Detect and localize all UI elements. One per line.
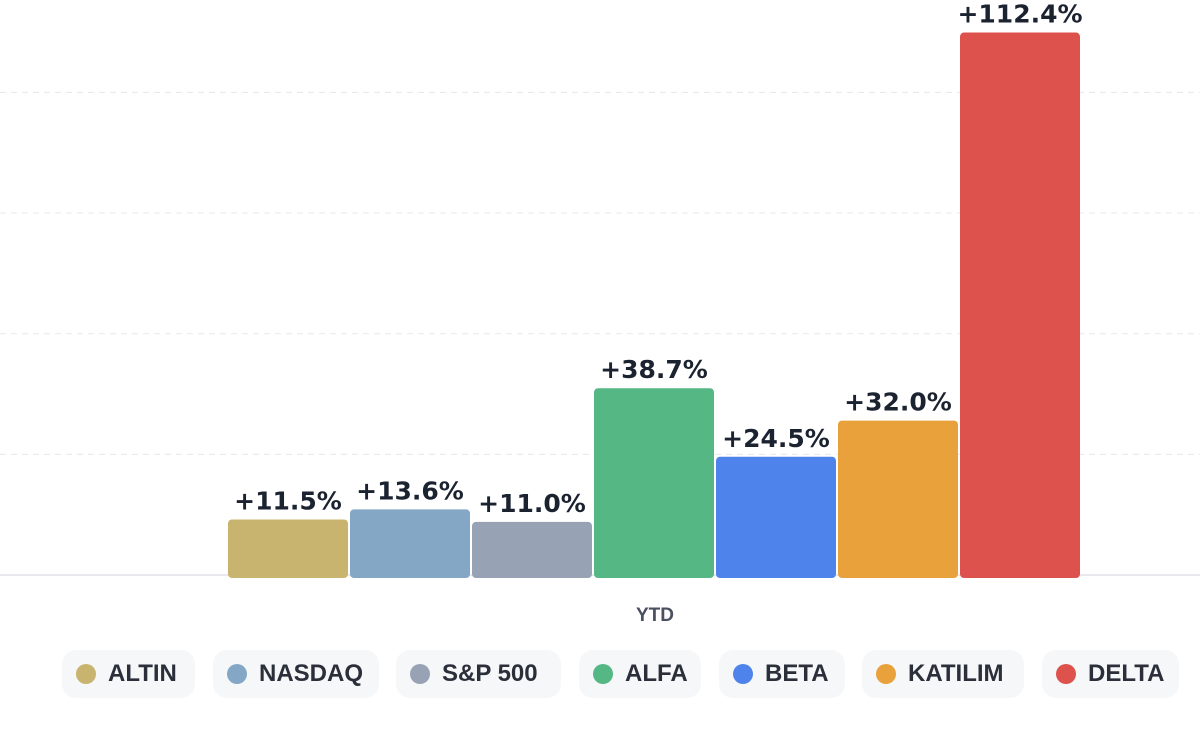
data-labels: +11.5% +13.6% +11.0% +38.7% +24.5% +32.0% +112… — [234, 0, 1082, 518]
bar-katilim[interactable] — [838, 420, 958, 578]
legend-swatch-delta — [1056, 664, 1076, 684]
legend-item-sp500[interactable]: S&P 500 — [396, 650, 561, 698]
data-label-beta: +24.5% — [722, 424, 830, 453]
data-label-alfa: +38.7% — [600, 355, 708, 384]
legend-item-alfa[interactable]: ALFA — [579, 650, 701, 698]
x-tick-label-ytd: YTD — [636, 605, 674, 626]
data-label-delta: +112.4% — [957, 0, 1082, 29]
legend-swatch-altin — [76, 664, 96, 684]
legend-label-katilim: KATILIM — [908, 660, 1004, 687]
bar-delta[interactable] — [960, 32, 1080, 578]
legend: ALTIN NASDAQ S&P 500 ALFA BETA KATILIM D… — [62, 650, 1192, 698]
legend-swatch-katilim — [876, 664, 896, 684]
legend-item-beta[interactable]: BETA — [719, 650, 845, 698]
legend-item-katilim[interactable]: KATILIM — [862, 650, 1024, 698]
bar-nasdaq[interactable] — [350, 509, 470, 578]
legend-swatch-sp500 — [410, 664, 430, 684]
bars — [228, 32, 1080, 579]
bar-beta[interactable] — [716, 456, 836, 578]
legend-label-beta: BETA — [765, 660, 829, 687]
legend-swatch-alfa — [593, 664, 613, 684]
legend-label-alfa: ALFA — [625, 660, 688, 687]
legend-swatch-nasdaq — [227, 664, 247, 684]
legend-label-sp500: S&P 500 — [442, 660, 538, 687]
legend-item-delta[interactable]: DELTA — [1042, 650, 1179, 698]
data-label-katilim: +32.0% — [844, 388, 952, 417]
data-label-sp500: +11.0% — [478, 489, 586, 518]
bar-altin[interactable] — [228, 519, 348, 579]
bar-alfa[interactable] — [594, 388, 714, 578]
legend-label-delta: DELTA — [1088, 660, 1165, 687]
legend-label-nasdaq: NASDAQ — [259, 660, 364, 687]
data-label-altin: +11.5% — [234, 487, 342, 516]
legend-item-nasdaq[interactable]: NASDAQ — [213, 650, 379, 698]
bar-sp500[interactable] — [472, 521, 592, 578]
legend-item-altin[interactable]: ALTIN — [62, 650, 195, 698]
legend-swatch-beta — [733, 664, 753, 684]
data-label-nasdaq: +13.6% — [356, 476, 464, 505]
legend-label-altin: ALTIN — [108, 660, 177, 687]
